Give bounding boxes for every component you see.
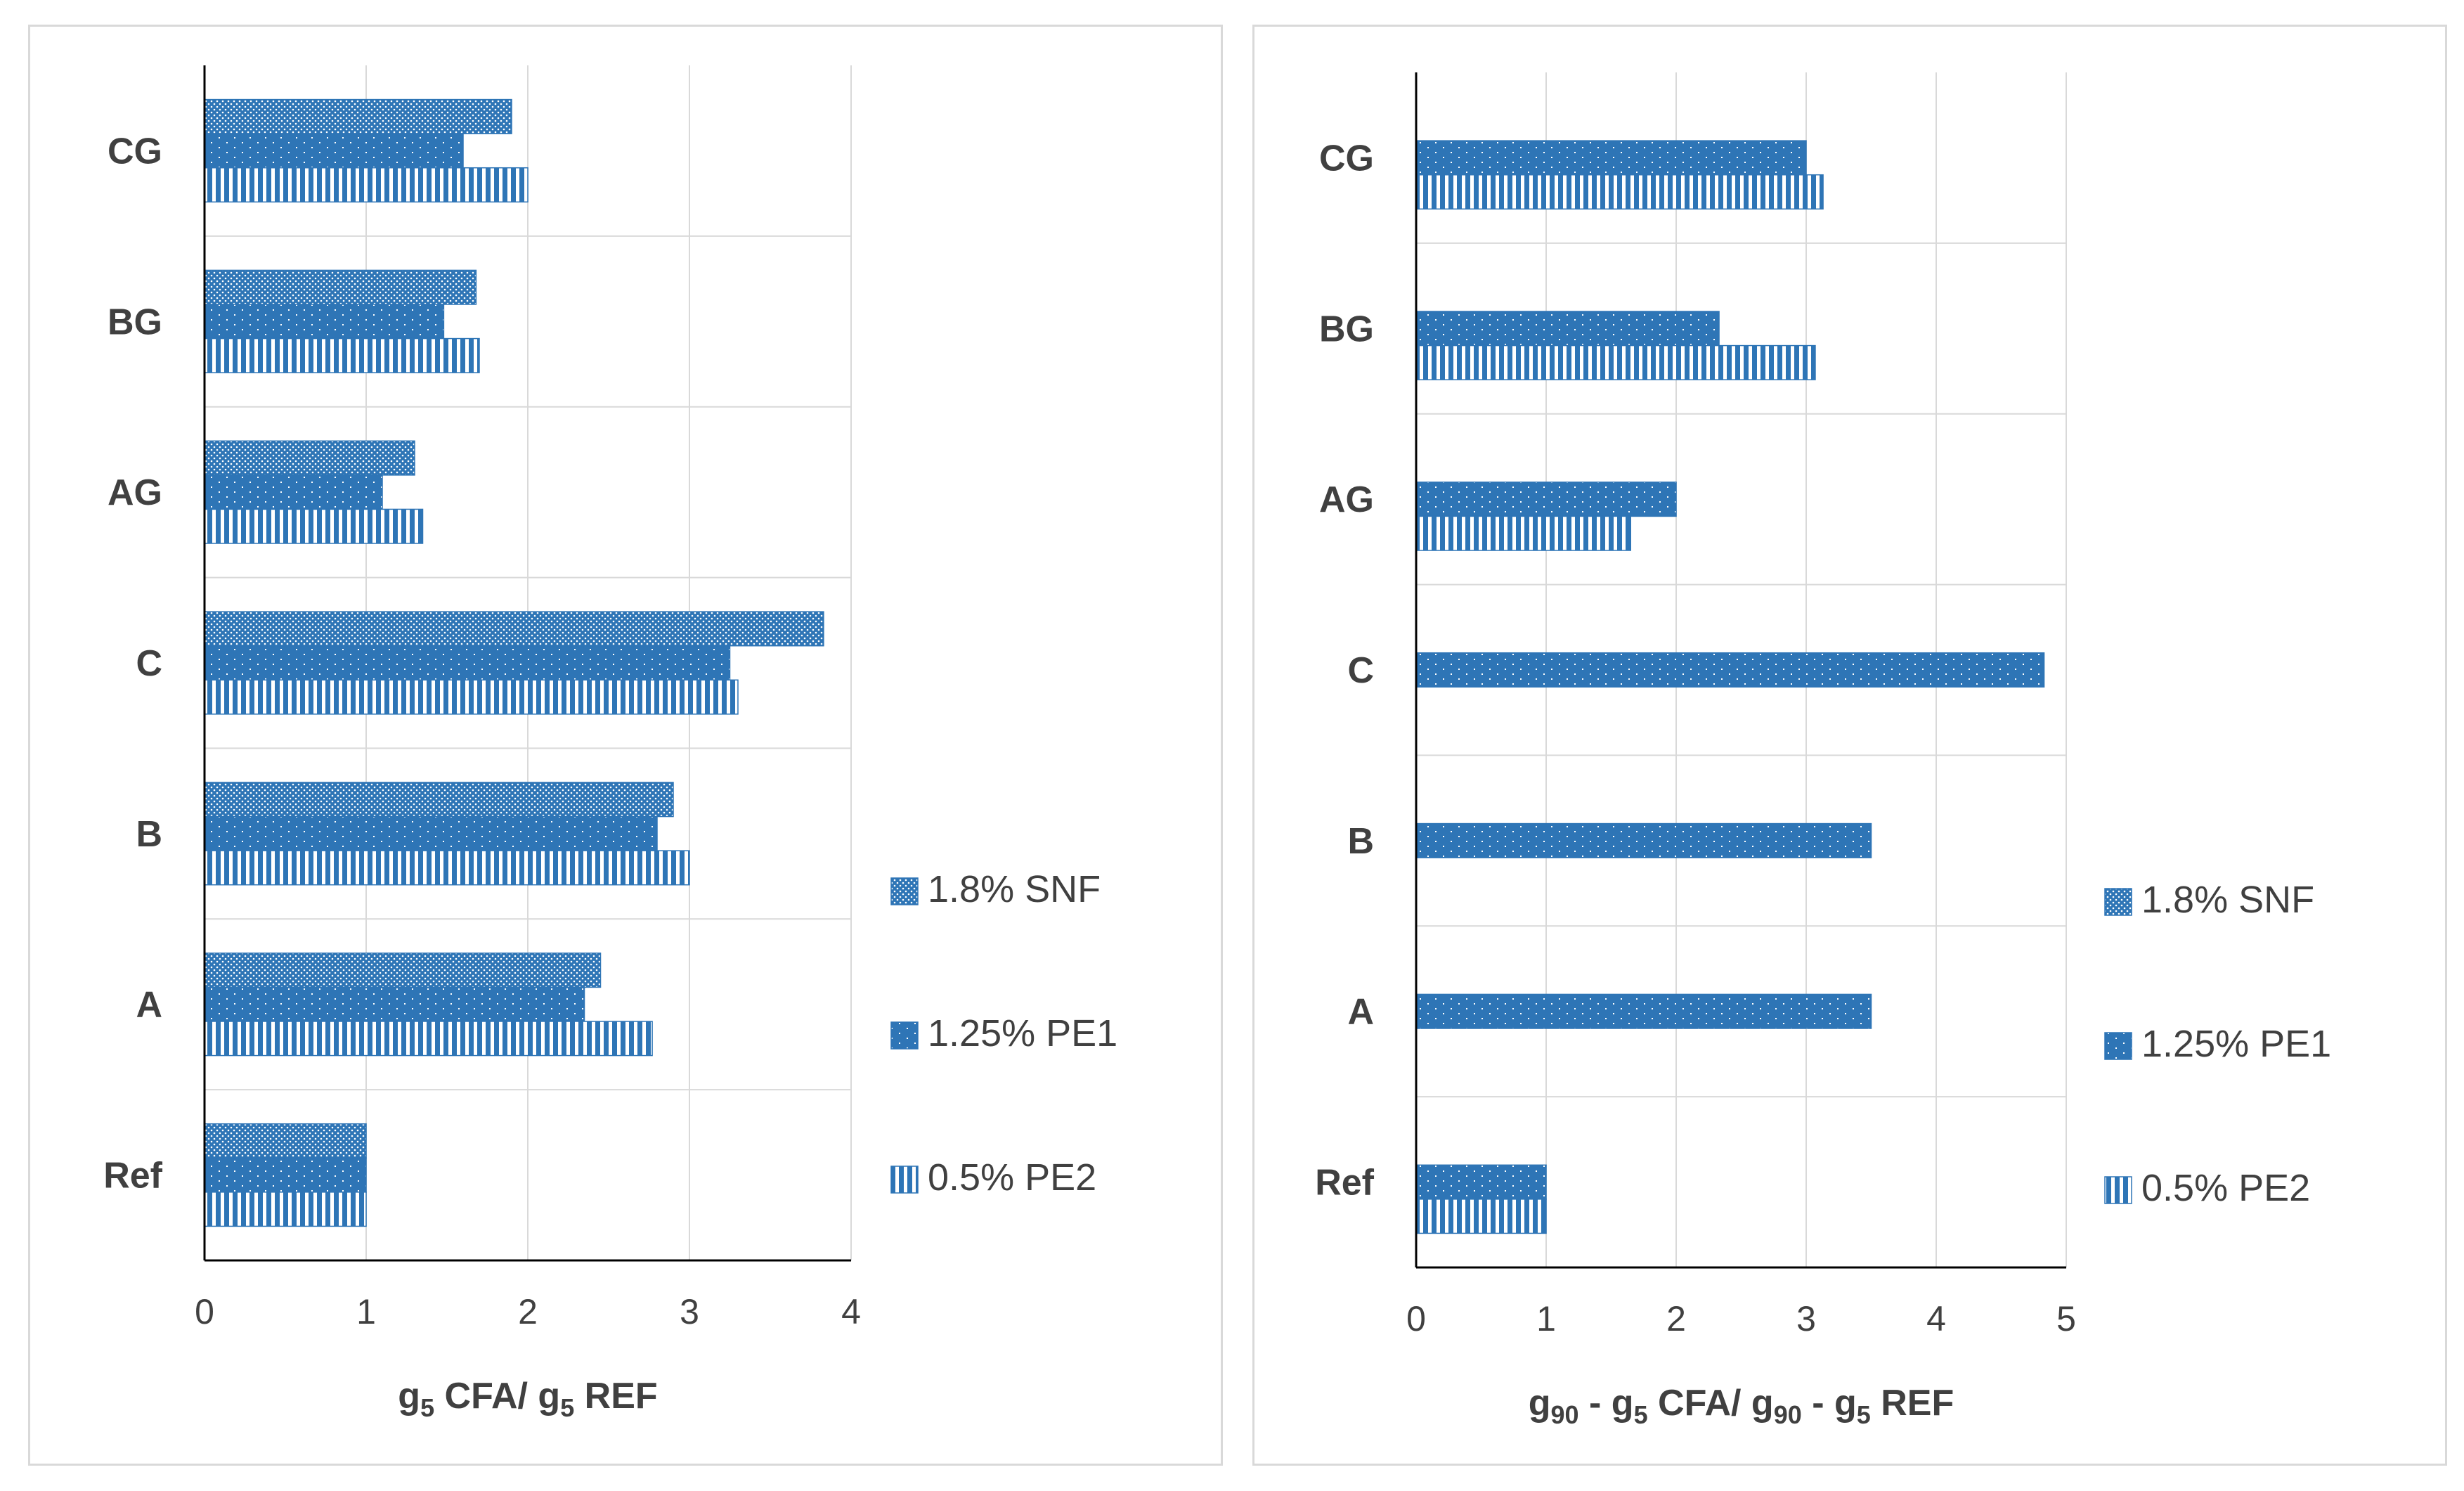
category-label: B [1347,821,1374,862]
bar-b-dashed [1415,822,1872,858]
bar-ref-dashed [1415,1164,1547,1200]
x-tick-label: 1 [356,1292,376,1331]
category-label: CG [1319,138,1374,179]
bar-bg-dashed [1415,311,1720,347]
chart-panel-left: 0 1 2 3 4 CG BG AG C B A Ref g5 CFA/ g5 REF 1.8% SNF 1… [28,25,1223,1466]
legend-label: 1.25% PE1 [928,1012,1117,1054]
bar-c-dots [204,611,824,647]
category-label: A [1347,992,1374,1033]
bar-ag-dots [204,440,415,476]
x-tick-label: 2 [518,1292,538,1331]
bar-b-dashed [204,815,658,851]
legend-swatch-dots [2104,888,2132,916]
x-tick-label: 1 [1536,1299,1556,1338]
legend-swatch-dashed [2104,1032,2132,1060]
legend-label: 1.25% PE1 [2141,1023,2331,1065]
chart-right: 0 1 2 3 4 5 CG BG AG C B A Ref g90 - g5 CFA/ g90 - g5… [1315,72,2331,1429]
bar-cg-stripes [204,167,529,203]
bar-ag-dashed [1415,482,1677,517]
legend-swatch-stripes [890,1166,919,1194]
bar-c-stripes [204,679,739,715]
legend-swatch-dots [890,877,919,905]
bar-bg-stripes [204,337,480,373]
x-tick-label: 4 [1926,1299,1946,1338]
x-tick-label: 0 [1406,1299,1426,1338]
bar-a-dashed [204,986,585,1022]
bar-b-dots [204,782,674,818]
category-label: BG [108,302,162,342]
legend-swatch-stripes [2104,1176,2132,1204]
category-label: C [1347,650,1374,691]
bar-cg-stripes [1415,174,1824,210]
category-label: A [136,985,162,1026]
category-label: AG [1319,479,1374,520]
bar-ref-stripes [204,1192,367,1227]
legend-label: 0.5% PE2 [2141,1167,2310,1209]
bar-b-stripes [204,850,690,886]
bar-cg-dashed [1415,140,1807,176]
x-axis-title: g5 CFA/ g5 REF [398,1376,657,1422]
chart-panel-right: 0 1 2 3 4 5 CG BG AG C B A Ref g90 - g5 CFA/ g90 - g5… [1252,25,2447,1466]
x-tick-label: 4 [841,1292,861,1331]
bar-ag-dashed [204,475,383,510]
bar-bg-dashed [204,304,445,340]
x-tick-label: 0 [195,1292,214,1331]
category-label: Ref [1315,1163,1374,1203]
legend-swatch-dashed [890,1021,919,1050]
legend-label: 0.5% PE2 [928,1156,1096,1199]
chart-left: 0 1 2 3 4 CG BG AG C B A Ref g5 CFA/ g5 REF 1.8% SNF 1… [103,65,1117,1422]
bar-ref-stripes [1415,1199,1547,1234]
x-tick-label: 3 [680,1292,699,1331]
bar-a-dashed [1415,993,1872,1029]
x-tick-label: 5 [2056,1299,2076,1338]
x-axis-title: g90 - g5 CFA/ g90 - g5 REF [1529,1383,1954,1429]
bar-bg-stripes [1415,344,1816,380]
bar-bg-dots [204,269,477,305]
category-label: AG [108,472,162,513]
bar-a-dots [204,953,602,988]
bar-cg-dashed [204,133,464,169]
bar-ag-stripes [204,508,424,544]
legend-label: 1.8% SNF [2141,879,2314,921]
category-label: CG [108,131,162,172]
bar-ref-dashed [204,1157,367,1193]
category-label: B [136,814,162,855]
category-label: BG [1319,309,1374,349]
x-tick-label: 3 [1796,1299,1816,1338]
bar-c-dashed [204,645,731,681]
bar-a-stripes [204,1021,653,1057]
legend-label: 1.8% SNF [928,868,1101,910]
category-label: Ref [103,1156,162,1196]
category-label: C [136,643,162,684]
bar-c-dashed [1415,652,2045,688]
x-tick-label: 2 [1666,1299,1686,1338]
bar-ag-stripes [1415,515,1631,551]
bar-ref-dots [204,1123,367,1159]
bar-cg-dots [204,98,512,134]
